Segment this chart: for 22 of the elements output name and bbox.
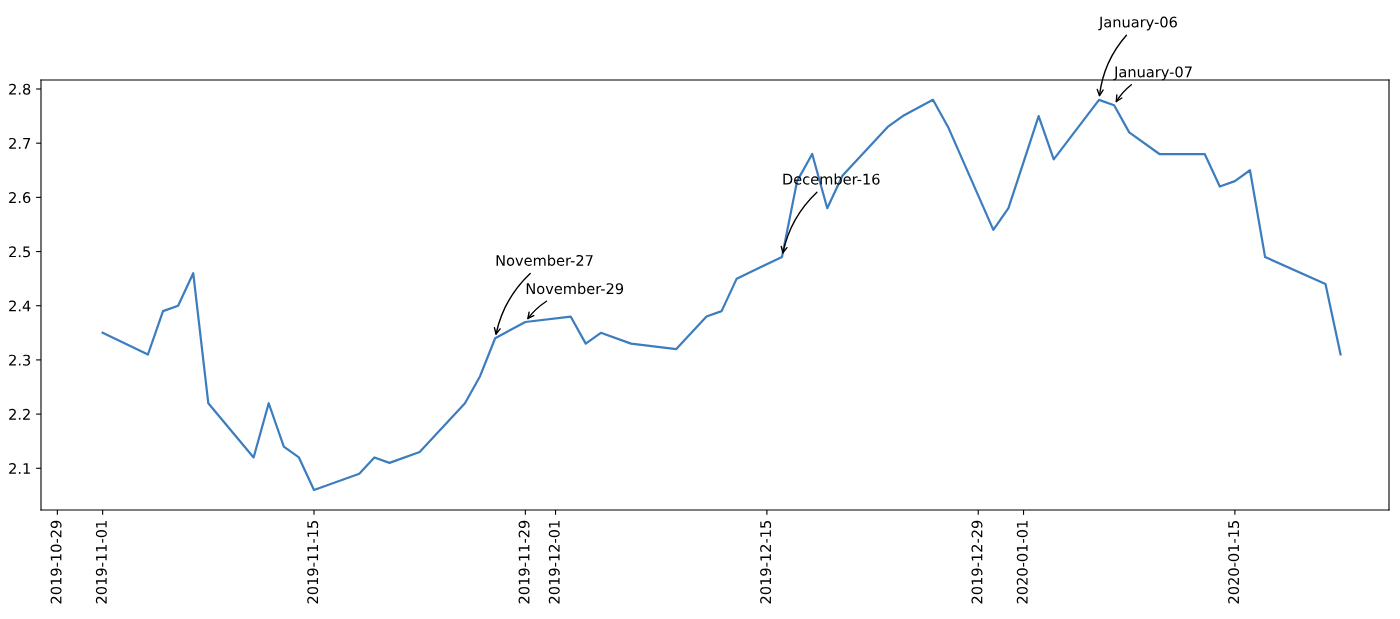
y-tick-label: 2.1 xyxy=(9,463,30,474)
x-tick-label: 2019-10-29 xyxy=(50,520,62,604)
annotation: January-07 xyxy=(1113,66,1192,81)
x-tick-label: 2020-01-15 xyxy=(1228,521,1240,604)
x-tick-label: 2019-11-15 xyxy=(307,521,319,604)
annotation: November-29 xyxy=(526,282,624,295)
annotation: November-27 xyxy=(496,254,593,266)
y-tick-label: 2.6 xyxy=(9,192,31,204)
annotation: January-06 xyxy=(1098,16,1177,31)
x-tick-label: 2019-12-15 xyxy=(760,521,772,604)
x-tick-label: 2020-01-01 xyxy=(1016,521,1028,604)
x-tick-label: 2019-11-01 xyxy=(95,521,107,604)
x-tick-label: 2019-11-29 xyxy=(518,520,530,604)
y-tick-label: 2.7 xyxy=(9,137,31,149)
x-tick-label: 2019-12-29 xyxy=(971,520,983,604)
y-tick-label: 2.8 xyxy=(9,83,31,95)
line-series xyxy=(101,98,1342,492)
x-tick-label: 2019-12-01 xyxy=(548,521,560,604)
y-tick-label: 2.4 xyxy=(9,300,31,312)
y-tick-label: 2.5 xyxy=(9,246,30,258)
y-tick-label: 2.3 xyxy=(9,354,31,366)
y-tick-label: 2.2 xyxy=(9,408,30,420)
